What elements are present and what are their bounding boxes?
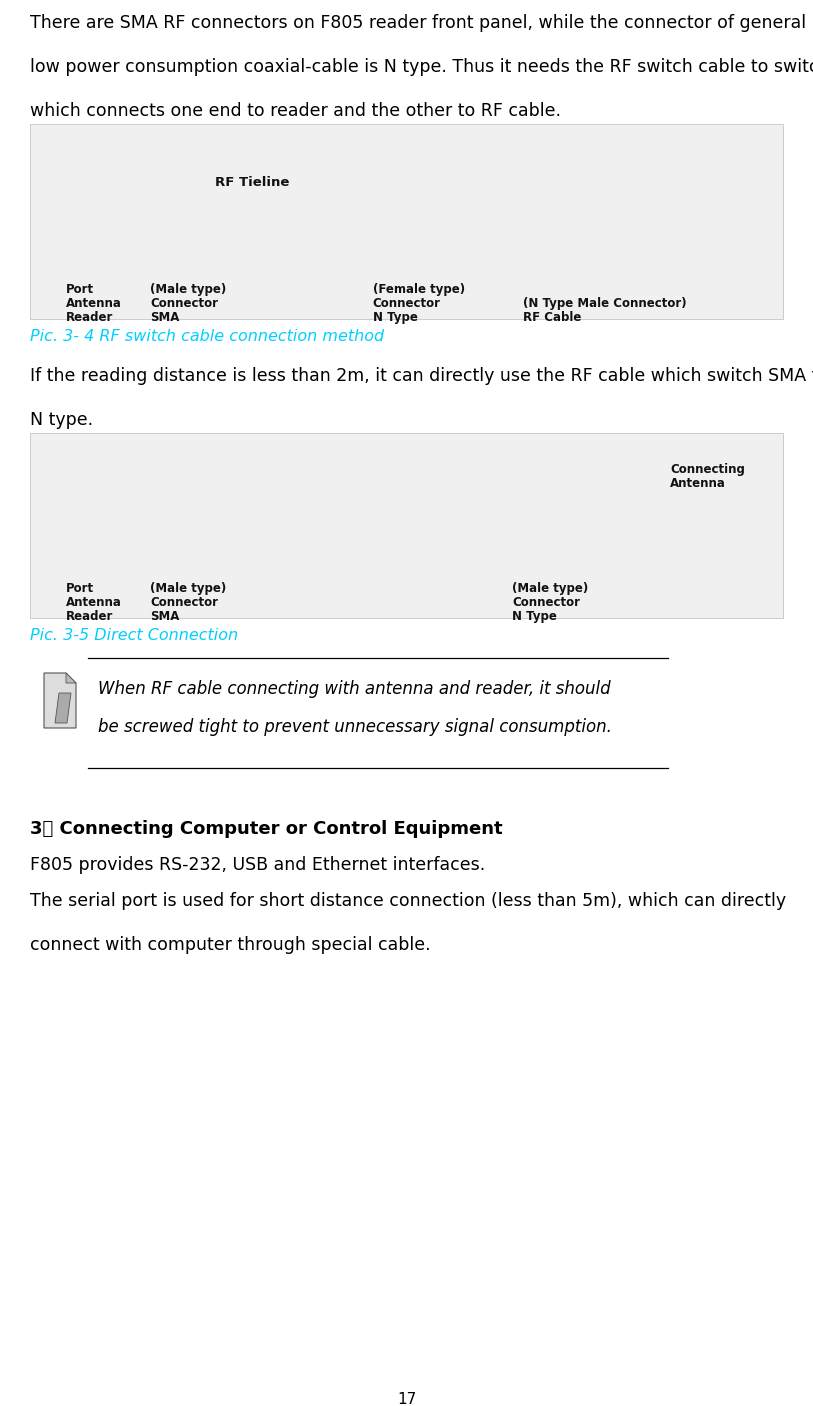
Text: Reader: Reader — [66, 311, 114, 323]
Text: Antenna: Antenna — [66, 297, 122, 309]
Text: Pic. 3- 4 RF switch cable connection method: Pic. 3- 4 RF switch cable connection met… — [30, 329, 384, 344]
Text: SMA: SMA — [150, 610, 180, 623]
Text: There are SMA RF connectors on F805 reader front panel, while the connector of g: There are SMA RF connectors on F805 read… — [30, 14, 806, 32]
Text: Connector: Connector — [150, 596, 219, 609]
Text: low power consumption coaxial-cable is N type. Thus it needs the RF switch cable: low power consumption coaxial-cable is N… — [30, 58, 813, 76]
FancyBboxPatch shape — [30, 433, 783, 619]
Polygon shape — [44, 673, 76, 728]
Text: (Male type): (Male type) — [150, 283, 227, 297]
Text: F805 provides RS-232, USB and Ethernet interfaces.: F805 provides RS-232, USB and Ethernet i… — [30, 856, 485, 875]
Text: which connects one end to reader and the other to RF cable.: which connects one end to reader and the… — [30, 103, 561, 120]
Text: (Male type): (Male type) — [150, 582, 227, 595]
Text: Reader: Reader — [66, 610, 114, 623]
Polygon shape — [66, 673, 76, 683]
Text: SMA: SMA — [150, 311, 180, 323]
Text: Connector: Connector — [512, 596, 580, 609]
Polygon shape — [55, 693, 71, 723]
Text: N Type: N Type — [512, 610, 557, 623]
Text: be screwed tight to prevent unnecessary signal consumption.: be screwed tight to prevent unnecessary … — [98, 718, 612, 735]
Text: Port: Port — [66, 582, 94, 595]
Text: The serial port is used for short distance connection (less than 5m), which can : The serial port is used for short distan… — [30, 891, 786, 910]
Text: Antenna: Antenna — [66, 596, 122, 609]
Text: connect with computer through special cable.: connect with computer through special ca… — [30, 936, 431, 955]
Text: When RF cable connecting with antenna and reader, it should: When RF cable connecting with antenna an… — [98, 681, 611, 697]
Text: Connector: Connector — [150, 297, 219, 309]
Text: N Type: N Type — [372, 311, 418, 323]
Text: 3． Connecting Computer or Control Equipment: 3． Connecting Computer or Control Equipm… — [30, 820, 502, 838]
Text: Connector: Connector — [372, 297, 441, 309]
FancyBboxPatch shape — [30, 124, 783, 319]
Text: (N Type Male Connector): (N Type Male Connector) — [524, 297, 687, 309]
Text: (Female type): (Female type) — [372, 283, 465, 297]
Text: Antenna: Antenna — [670, 477, 726, 491]
Text: If the reading distance is less than 2m, it can directly use the RF cable which : If the reading distance is less than 2m,… — [30, 367, 813, 385]
Text: Port: Port — [66, 283, 94, 297]
Text: N type.: N type. — [30, 411, 93, 429]
Text: Connecting: Connecting — [670, 463, 745, 477]
Text: RF Cable: RF Cable — [524, 311, 581, 323]
Text: RF Tieline: RF Tieline — [215, 176, 289, 188]
Text: 17: 17 — [397, 1392, 416, 1406]
Text: Pic. 3-5 Direct Connection: Pic. 3-5 Direct Connection — [30, 628, 238, 643]
Text: (Male type): (Male type) — [512, 582, 588, 595]
